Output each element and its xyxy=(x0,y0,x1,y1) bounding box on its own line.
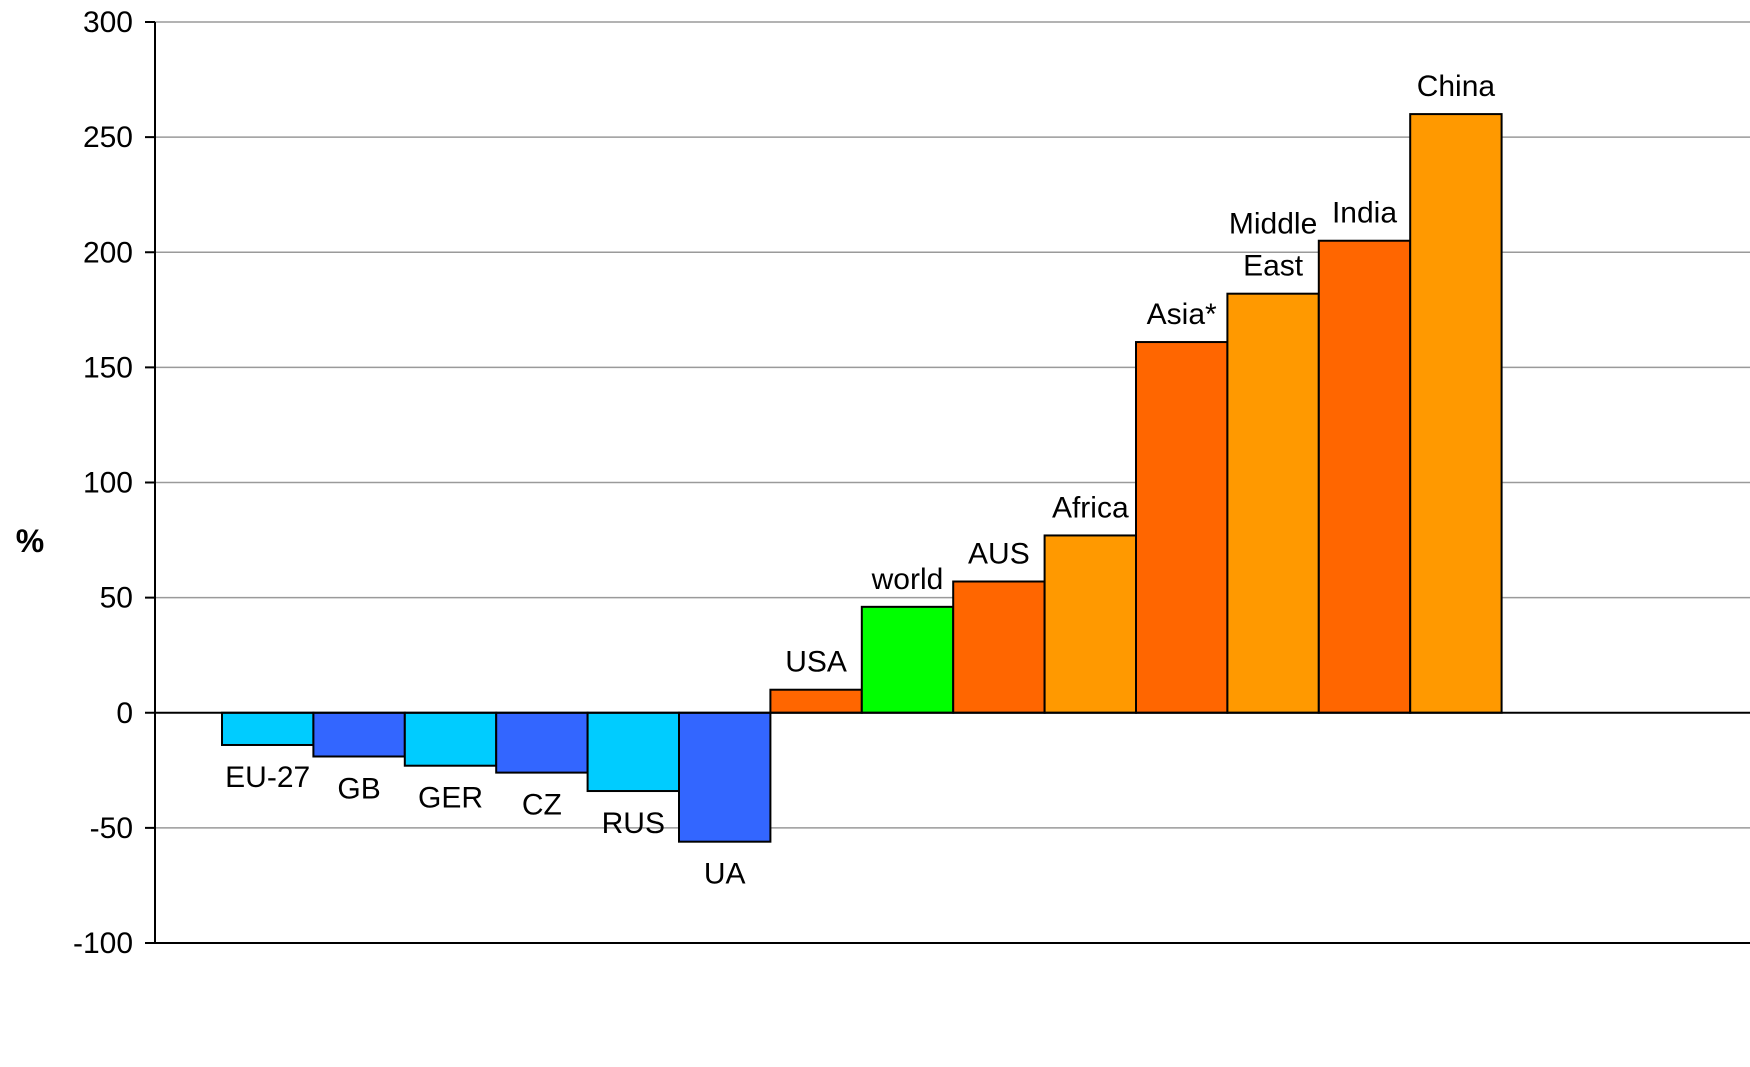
category-label-line: world xyxy=(871,563,944,596)
y-tick-label: 200 xyxy=(83,236,133,269)
category-label: GB xyxy=(337,772,380,805)
bars xyxy=(221,113,1503,843)
bar-middle-east xyxy=(1226,292,1320,714)
category-label: CZ xyxy=(522,789,562,822)
category-label: USA xyxy=(785,646,847,679)
y-tick-label: 250 xyxy=(83,121,133,154)
category-label: world xyxy=(871,563,944,596)
bar-rus xyxy=(586,711,680,793)
category-label-line: Africa xyxy=(1052,491,1129,524)
bar-africa xyxy=(1043,534,1137,714)
category-label: Africa xyxy=(1052,491,1129,524)
category-label: RUS xyxy=(602,807,665,840)
category-label: EU-27 xyxy=(225,761,310,794)
category-label-line: RUS xyxy=(602,807,665,840)
y-axis-label: % xyxy=(16,523,44,559)
category-label-line: UA xyxy=(704,858,746,891)
category-label: India xyxy=(1332,197,1397,230)
bar-china xyxy=(1409,113,1503,714)
category-label: AUS xyxy=(968,538,1030,571)
bar-cz xyxy=(495,711,589,774)
category-label-line: GER xyxy=(418,782,483,815)
bar-asia- xyxy=(1135,341,1229,714)
category-label-line: India xyxy=(1332,197,1397,230)
category-label-line: East xyxy=(1243,250,1304,283)
y-tick-label: 50 xyxy=(100,582,133,615)
bar-ger xyxy=(403,711,498,767)
axes xyxy=(145,21,1750,944)
category-label: Middle East xyxy=(1229,208,1317,283)
category-labels: EU-27 GB GER CZ RUS UA USA world AUS Africa Asia* M… xyxy=(225,70,1495,891)
y-tick-label: 300 xyxy=(83,6,133,39)
category-label-line: CZ xyxy=(522,789,562,822)
y-tick-labels: 300 250 200 150 100 50 0 -50 -100 xyxy=(73,6,133,960)
y-tick-label: -50 xyxy=(90,812,133,845)
category-label-line: EU-27 xyxy=(225,761,310,794)
category-label-line: USA xyxy=(785,646,847,679)
category-label-line: GB xyxy=(337,772,380,805)
category-label-line: China xyxy=(1417,70,1496,103)
y-tick-label: 150 xyxy=(83,351,133,384)
category-label-line: Middle xyxy=(1229,208,1317,241)
bar-india xyxy=(1317,239,1412,714)
category-label-line: AUS xyxy=(968,538,1030,571)
category-label: Asia* xyxy=(1147,298,1217,331)
bar-usa xyxy=(769,688,863,714)
category-label: UA xyxy=(704,858,746,891)
bar-gb xyxy=(312,711,406,758)
category-label: China xyxy=(1417,70,1496,103)
y-tick-label: 100 xyxy=(83,467,133,500)
bar-aus xyxy=(952,580,1046,714)
category-label-line: Asia* xyxy=(1147,298,1217,331)
category-label: GER xyxy=(418,782,483,815)
bar-eu-27 xyxy=(221,711,315,746)
y-tick-label: -100 xyxy=(73,927,133,960)
bar-world xyxy=(860,605,955,714)
bar-ua xyxy=(678,711,772,843)
y-tick-label: 0 xyxy=(116,697,133,730)
